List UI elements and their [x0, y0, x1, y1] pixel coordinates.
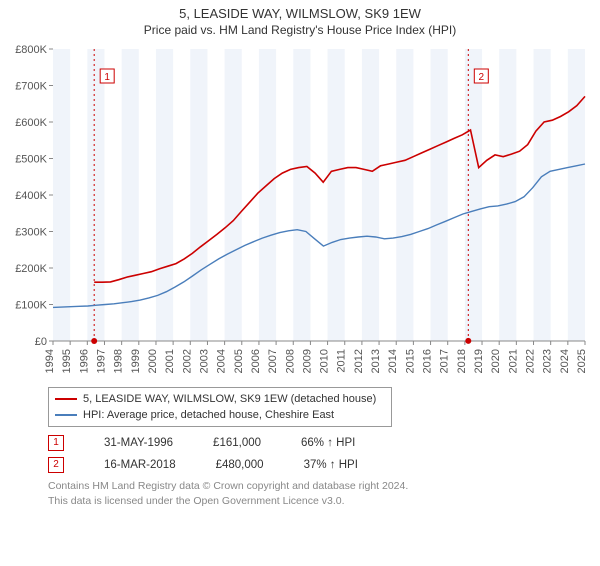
svg-text:2017: 2017 [439, 349, 451, 373]
svg-text:2014: 2014 [387, 349, 399, 373]
svg-text:2015: 2015 [404, 349, 416, 373]
svg-text:2013: 2013 [370, 349, 382, 373]
data-table: 1 31-MAY-1996 £161,000 66% ↑ HPI 2 16-MA… [48, 435, 600, 473]
svg-text:£100K: £100K [15, 300, 47, 312]
legend: 5, LEASIDE WAY, WILMSLOW, SK9 1EW (detac… [48, 387, 392, 427]
svg-text:2011: 2011 [336, 349, 348, 373]
svg-text:2007: 2007 [267, 349, 279, 373]
svg-text:£600K: £600K [15, 117, 47, 129]
svg-text:£500K: £500K [15, 154, 47, 166]
chart-subtitle: Price paid vs. HM Land Registry's House … [0, 23, 600, 37]
legend-row-1: 5, LEASIDE WAY, WILMSLOW, SK9 1EW (detac… [55, 391, 385, 407]
svg-text:2009: 2009 [301, 349, 313, 373]
svg-text:2002: 2002 [181, 349, 193, 373]
svg-text:2020: 2020 [490, 349, 502, 373]
svg-text:2010: 2010 [319, 349, 331, 373]
data-date-2: 16-MAR-2018 [104, 459, 176, 471]
data-marker-1: 1 [48, 435, 64, 451]
svg-text:2024: 2024 [559, 349, 571, 373]
chart-title: 5, LEASIDE WAY, WILMSLOW, SK9 1EW [0, 6, 600, 21]
data-marker-2: 2 [48, 457, 64, 473]
footer-line-2: This data is licensed under the Open Gov… [48, 494, 600, 509]
svg-text:£400K: £400K [15, 190, 47, 202]
footer: Contains HM Land Registry data © Crown c… [48, 479, 600, 508]
legend-swatch-2 [55, 414, 77, 416]
svg-text:2016: 2016 [422, 349, 434, 373]
svg-text:2006: 2006 [250, 349, 262, 373]
svg-text:1999: 1999 [130, 349, 142, 373]
chart-svg: £0 £100K £200K £300K £400K £500K £600K £700K £80… [5, 41, 595, 381]
chart-area: £0 £100K £200K £300K £400K £500K £600K £700K £80… [5, 41, 595, 381]
svg-text:2012: 2012 [353, 349, 365, 373]
svg-text:2023: 2023 [542, 349, 554, 373]
data-date-1: 31-MAY-1996 [104, 437, 173, 449]
data-price-2: £480,000 [216, 459, 264, 471]
svg-text:2025: 2025 [576, 349, 588, 373]
svg-text:1994: 1994 [44, 349, 56, 373]
svg-text:1: 1 [104, 72, 110, 83]
data-price-1: £161,000 [213, 437, 261, 449]
svg-text:£300K: £300K [15, 227, 47, 239]
svg-text:1997: 1997 [95, 349, 107, 373]
svg-text:2022: 2022 [525, 349, 537, 373]
svg-text:2001: 2001 [164, 349, 176, 373]
legend-label-2: HPI: Average price, detached house, Ches… [83, 407, 334, 423]
legend-label-1: 5, LEASIDE WAY, WILMSLOW, SK9 1EW (detac… [83, 391, 376, 407]
svg-text:£200K: £200K [15, 263, 47, 275]
svg-text:2000: 2000 [147, 349, 159, 373]
svg-text:2018: 2018 [456, 349, 468, 373]
svg-text:£0: £0 [35, 336, 47, 348]
svg-text:2019: 2019 [473, 349, 485, 373]
data-row-2: 2 16-MAR-2018 £480,000 37% ↑ HPI [48, 457, 600, 473]
data-delta-1: 66% ↑ HPI [301, 437, 355, 449]
legend-row-2: HPI: Average price, detached house, Ches… [55, 407, 385, 423]
svg-text:2: 2 [479, 72, 485, 83]
footer-line-1: Contains HM Land Registry data © Crown c… [48, 479, 600, 494]
legend-swatch-1 [55, 398, 77, 400]
svg-text:2003: 2003 [198, 349, 210, 373]
svg-text:2021: 2021 [507, 349, 519, 373]
svg-text:1998: 1998 [113, 349, 125, 373]
svg-text:£700K: £700K [15, 81, 47, 93]
svg-text:1995: 1995 [61, 349, 73, 373]
svg-text:2008: 2008 [284, 349, 296, 373]
svg-text:1996: 1996 [78, 349, 90, 373]
svg-text:2004: 2004 [216, 349, 228, 373]
svg-text:2005: 2005 [233, 349, 245, 373]
svg-text:£800K: £800K [15, 44, 47, 56]
data-row-1: 1 31-MAY-1996 £161,000 66% ↑ HPI [48, 435, 600, 451]
data-delta-2: 37% ↑ HPI [304, 459, 358, 471]
